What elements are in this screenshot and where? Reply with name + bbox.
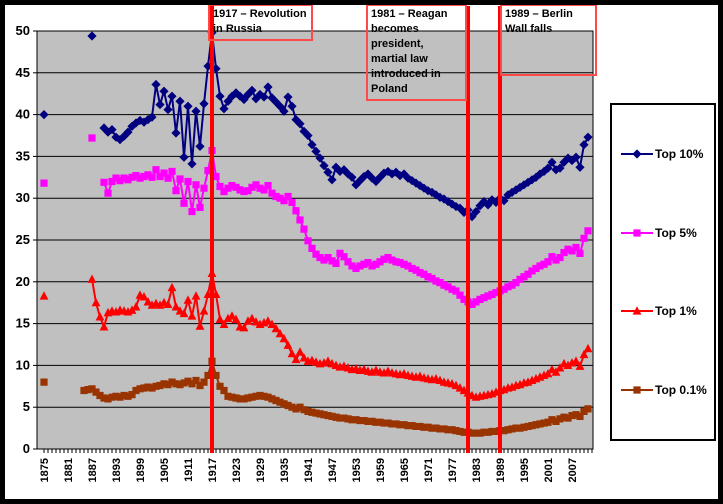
y-tick-label: 15	[16, 316, 30, 331]
x-axis-ticks	[43, 449, 593, 453]
y-tick-label: 5	[23, 399, 30, 414]
x-tick-label: 1875	[39, 458, 51, 482]
x-tick-label: 1947	[327, 458, 339, 482]
y-tick-label: 45	[16, 65, 30, 80]
x-tick-label: 1929	[255, 458, 267, 482]
chart-legend: Top 10% Top 5% Top 1% Top 0.1%	[610, 103, 716, 441]
y-axis: 0 5 10 15 20 25 30 35 40 45 50	[16, 23, 37, 456]
y-tick-label: 25	[16, 232, 30, 247]
legend-marker-triangle-icon	[621, 306, 653, 315]
legend-marker-square-icon	[621, 386, 653, 394]
x-tick-label: 1971	[423, 458, 435, 482]
x-tick-label: 1887	[87, 458, 99, 482]
series-top-0-1	[40, 357, 592, 437]
event-annotation-1989: 1989 – Berlin Wall falls	[500, 4, 597, 76]
event-annotation-1917: 1917 – Revolution in Russia	[208, 4, 313, 41]
legend-label: Top 1%	[655, 304, 697, 319]
x-tick-label: 1935	[279, 458, 291, 482]
x-tick-label: 1989	[495, 458, 507, 482]
x-tick-label: 1881	[63, 458, 75, 482]
y-tick-label: 0	[23, 441, 30, 456]
y-tick-label: 50	[16, 23, 30, 38]
x-tick-label: 1911	[183, 458, 195, 482]
event-annotation-line: president,	[371, 38, 424, 50]
legend-entry-top-5: Top 5%	[620, 226, 712, 240]
series-markers	[39, 268, 593, 401]
series-top-10	[39, 28, 593, 222]
event-annotation-line: introduced in	[371, 68, 441, 80]
x-tick-label: 1923	[231, 458, 243, 482]
event-annotation-line: martial law	[371, 53, 428, 65]
legend-marker-square-icon	[621, 229, 653, 237]
x-tick-label: 2001	[543, 458, 555, 482]
x-tick-label: 1983	[471, 458, 483, 482]
x-tick-label: 1899	[135, 458, 147, 482]
event-annotation-line: 1981 – Reagan	[371, 8, 448, 20]
event-annotation-line: 1917 – Revolution	[213, 8, 307, 20]
y-tick-label: 20	[16, 274, 30, 289]
x-tick-label: 1965	[399, 458, 411, 482]
x-tick-label: 1917	[207, 458, 219, 482]
series-markers	[40, 134, 592, 308]
y-tick-label: 10	[16, 357, 30, 372]
legend-marker-diamond-icon	[621, 149, 653, 159]
event-annotation-1981: 1981 – Reagan becomes president, martial la…	[366, 4, 467, 101]
event-annotation-line: in Russia	[213, 23, 262, 35]
x-tick-label: 1941	[303, 458, 315, 482]
x-tick-label: 2007	[567, 458, 579, 482]
x-tick-label: 1905	[159, 458, 171, 482]
legend-entry-top-0-1: Top 0.1%	[620, 383, 712, 397]
legend-label: Top 10%	[655, 147, 704, 162]
event-annotation-line: Poland	[371, 83, 408, 95]
y-tick-label: 40	[16, 107, 30, 122]
legend-label: Top 5%	[655, 225, 697, 240]
x-tick-label: 1959	[375, 458, 387, 482]
x-axis-labels: 1875 1881 1887 1893 1899 1905 1911 1917 1923 1929…	[39, 458, 579, 482]
event-annotation-line: becomes	[371, 23, 419, 35]
event-annotation-line: 1989 – Berlin	[505, 8, 573, 20]
legend-label: Top 0.1%	[655, 382, 707, 397]
x-tick-label: 1893	[111, 458, 123, 482]
legend-entry-top-1: Top 1%	[620, 304, 712, 318]
x-tick-label: 1953	[351, 458, 363, 482]
event-annotation-line: Wall falls	[505, 23, 553, 35]
series-top-5	[40, 134, 592, 308]
legend-entry-top-10: Top 10%	[620, 147, 712, 161]
y-tick-label: 30	[16, 190, 30, 205]
x-tick-label: 1995	[519, 458, 531, 482]
y-tick-label: 35	[16, 148, 30, 163]
x-tick-label: 1977	[447, 458, 459, 482]
series-top-1	[39, 268, 593, 401]
